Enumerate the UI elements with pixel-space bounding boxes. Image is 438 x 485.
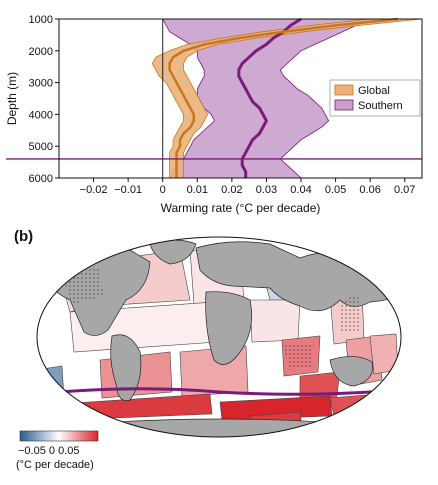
colorbar-unit: (°C per decade)	[16, 459, 94, 471]
y-tick-label: 2000	[29, 46, 53, 58]
map-outline	[36, 236, 402, 438]
x-tick-label: 0.02	[221, 184, 242, 196]
legend-swatch-southern	[334, 99, 354, 111]
x-tick-label: 0.07	[394, 184, 415, 196]
line-global	[168, 17, 398, 178]
colorbar	[19, 430, 99, 442]
x-tick-label: 0.05	[325, 184, 346, 196]
x-tick-label: −0.02	[80, 184, 108, 196]
y-tick-label: 6000	[29, 173, 53, 185]
southern-ocean-boundary	[37, 386, 401, 398]
x-tick-label: 0.03	[256, 184, 277, 196]
y-tick-label: 4000	[29, 109, 53, 121]
panel-label-b: (b)	[14, 228, 34, 245]
y-tick-label: 3000	[29, 78, 53, 90]
land-mass	[110, 334, 142, 401]
y-axis-label: Depth (m)	[5, 72, 19, 125]
basin-cell	[37, 365, 65, 401]
land-mass	[329, 356, 373, 387]
x-tick-label: −0.01	[114, 184, 142, 196]
colorbar-tick-labels: −0.05 0 0.05	[18, 445, 80, 457]
x-tick-label: 0.04	[290, 184, 311, 196]
x-tick-label: 0.06	[359, 184, 380, 196]
world-map	[37, 237, 401, 437]
legend-label-southern: Southern	[358, 100, 403, 112]
basin-cell	[249, 299, 301, 343]
line-southern	[237, 17, 302, 178]
x-tick-label: 0	[160, 184, 166, 196]
legend: Global Southern	[329, 79, 421, 117]
plot-frame	[58, 18, 423, 179]
legend-swatch-global	[334, 84, 354, 96]
significance-stipple	[338, 296, 360, 334]
x-tick-label: 0.01	[187, 184, 208, 196]
significance-stipple	[284, 342, 314, 370]
x-axis-label: Warming rate (°C per decade)	[161, 201, 321, 215]
legend-label-global: Global	[358, 85, 390, 97]
y-tick-label: 1000	[29, 14, 53, 26]
land-mass	[205, 291, 252, 365]
y-tick-label: 5000	[29, 141, 53, 153]
basin-cell	[369, 333, 399, 375]
